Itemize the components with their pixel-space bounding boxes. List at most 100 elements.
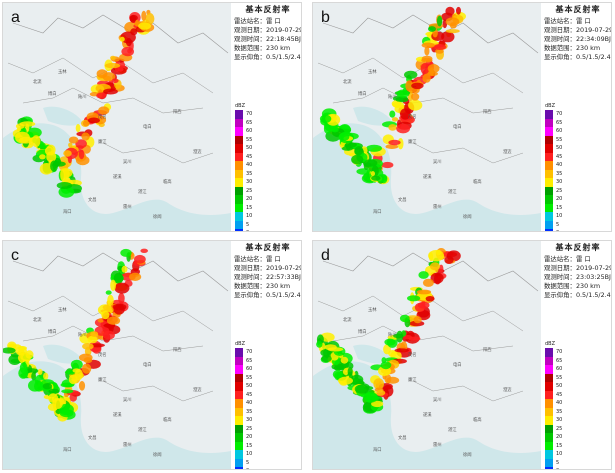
echo-cell — [430, 272, 444, 284]
radar-panel-d: 北流 玉林 博白 陆川 廉江 吴川 茂名 电白 阳西 遂溪 湛江 雷州 徐闻 海口 文昌 临高 澄迈 d 基本反… — [312, 240, 612, 470]
echo-cell — [380, 361, 392, 370]
echo-cell — [435, 48, 444, 54]
echo-cell — [117, 66, 124, 72]
echo-cell — [418, 271, 429, 279]
legend-label: 65 — [556, 119, 563, 126]
legend-swatch — [235, 467, 243, 469]
echo-cell — [370, 171, 375, 177]
echo-cell — [391, 117, 399, 122]
echo-cell — [444, 256, 454, 264]
sea-area — [3, 361, 231, 469]
place-label: 雷州 — [123, 204, 132, 210]
info-date: 观测日期：2019-07-29 — [234, 26, 302, 34]
echo-cell — [18, 367, 29, 379]
echo-cell — [90, 331, 99, 337]
legend-unit: dBZ — [235, 103, 246, 109]
place-label: 陆川 — [78, 331, 87, 338]
place-label: 临高 — [473, 416, 482, 423]
place-label: 澄迈 — [193, 148, 202, 155]
echo-cell — [59, 409, 74, 418]
legend-label: 15 — [246, 204, 253, 211]
legend-label: 5 — [556, 459, 560, 466]
info-box: 基本反射率 雷达站名：雷 口 观测日期：2019-07-29 观测时间：22:5… — [234, 243, 301, 300]
legend-level: 40 — [235, 161, 269, 170]
echo-cell — [399, 314, 410, 323]
echo-cell — [435, 249, 442, 256]
legend-swatch — [545, 458, 553, 467]
legend-level: 0 — [235, 229, 269, 231]
echo-layer — [3, 248, 148, 422]
place-label: 文昌 — [398, 196, 407, 203]
legend-swatch — [235, 195, 243, 204]
place-label: 阳西 — [483, 108, 492, 115]
place-label: 北流 — [343, 316, 352, 323]
legend-swatch — [545, 382, 553, 391]
place-label: 陆川 — [78, 93, 87, 100]
echo-cell — [72, 368, 81, 373]
place-label: 吴川 — [123, 397, 132, 403]
legend-swatch — [235, 161, 243, 170]
legend-label: 0 — [556, 468, 559, 469]
legend-label: 35 — [246, 408, 253, 415]
place-label: 海口 — [63, 208, 72, 215]
legend-level: 25 — [235, 186, 269, 195]
echo-cell — [394, 348, 410, 353]
place-label: 北流 — [33, 316, 42, 323]
echo-cell — [376, 389, 386, 396]
echo-cell — [12, 344, 22, 349]
legend-level: 55 — [235, 135, 269, 144]
info-time: 观测时间：22:34:09BJT — [544, 35, 612, 43]
place-label: 徐闻 — [153, 213, 162, 220]
legend-swatch — [545, 433, 553, 442]
echo-cell — [81, 132, 90, 141]
place-label: 电白 — [453, 123, 462, 130]
legend-label: 55 — [556, 374, 563, 381]
legend-level: 70 — [545, 348, 579, 357]
echo-cell — [113, 304, 125, 315]
legend-swatch — [545, 161, 553, 170]
legend-level: 50 — [235, 144, 269, 153]
legend-level: 65 — [235, 118, 269, 127]
legend-swatch — [545, 373, 553, 382]
legend-level: 35 — [235, 407, 269, 416]
echo-cell — [52, 398, 63, 409]
place-label: 廉江 — [408, 376, 417, 383]
place-label: 阳西 — [173, 108, 182, 115]
echo-cell — [323, 124, 332, 134]
echo-cell — [338, 376, 353, 385]
radar-map: 北流 玉林 博白 陆川 廉江 吴川 茂名 电白 阳西 遂溪 湛江 雷州 徐闻 海口 文昌 临高 澄迈 — [313, 3, 541, 231]
place-label: 玉林 — [368, 306, 377, 313]
place-label: 博白 — [358, 90, 367, 97]
legend-swatch — [235, 416, 243, 425]
legend-level: 20 — [235, 195, 269, 204]
legend-label: 20 — [246, 196, 253, 203]
place-label: 徐闻 — [463, 451, 472, 458]
info-title: 基本反射率 — [555, 4, 601, 14]
echo-cell — [129, 272, 142, 281]
legend-swatch — [545, 118, 553, 127]
echo-cell — [60, 168, 65, 181]
panel-letter: a — [11, 9, 20, 26]
echo-cell — [371, 400, 384, 408]
echo-cell — [441, 31, 455, 43]
echo-cell — [384, 338, 396, 346]
legend-label: 40 — [246, 162, 253, 169]
place-label: 玉林 — [58, 306, 67, 313]
legend-level: 50 — [235, 382, 269, 391]
legend-label: 50 — [246, 145, 253, 152]
legend-swatch — [545, 127, 553, 136]
legend-label: 20 — [246, 434, 253, 441]
echo-cell — [87, 335, 98, 344]
echo-cell — [56, 182, 73, 189]
echo-cell — [130, 28, 138, 36]
place-label: 临高 — [163, 416, 172, 423]
echo-cell — [138, 22, 152, 30]
info-time: 观测时间：22:18:45BJT — [234, 35, 302, 43]
echo-cell — [408, 99, 423, 111]
echo-cell — [363, 392, 379, 403]
legend-level: 20 — [545, 195, 579, 204]
place-label: 遂溪 — [113, 173, 122, 180]
legend-swatch — [545, 135, 553, 144]
